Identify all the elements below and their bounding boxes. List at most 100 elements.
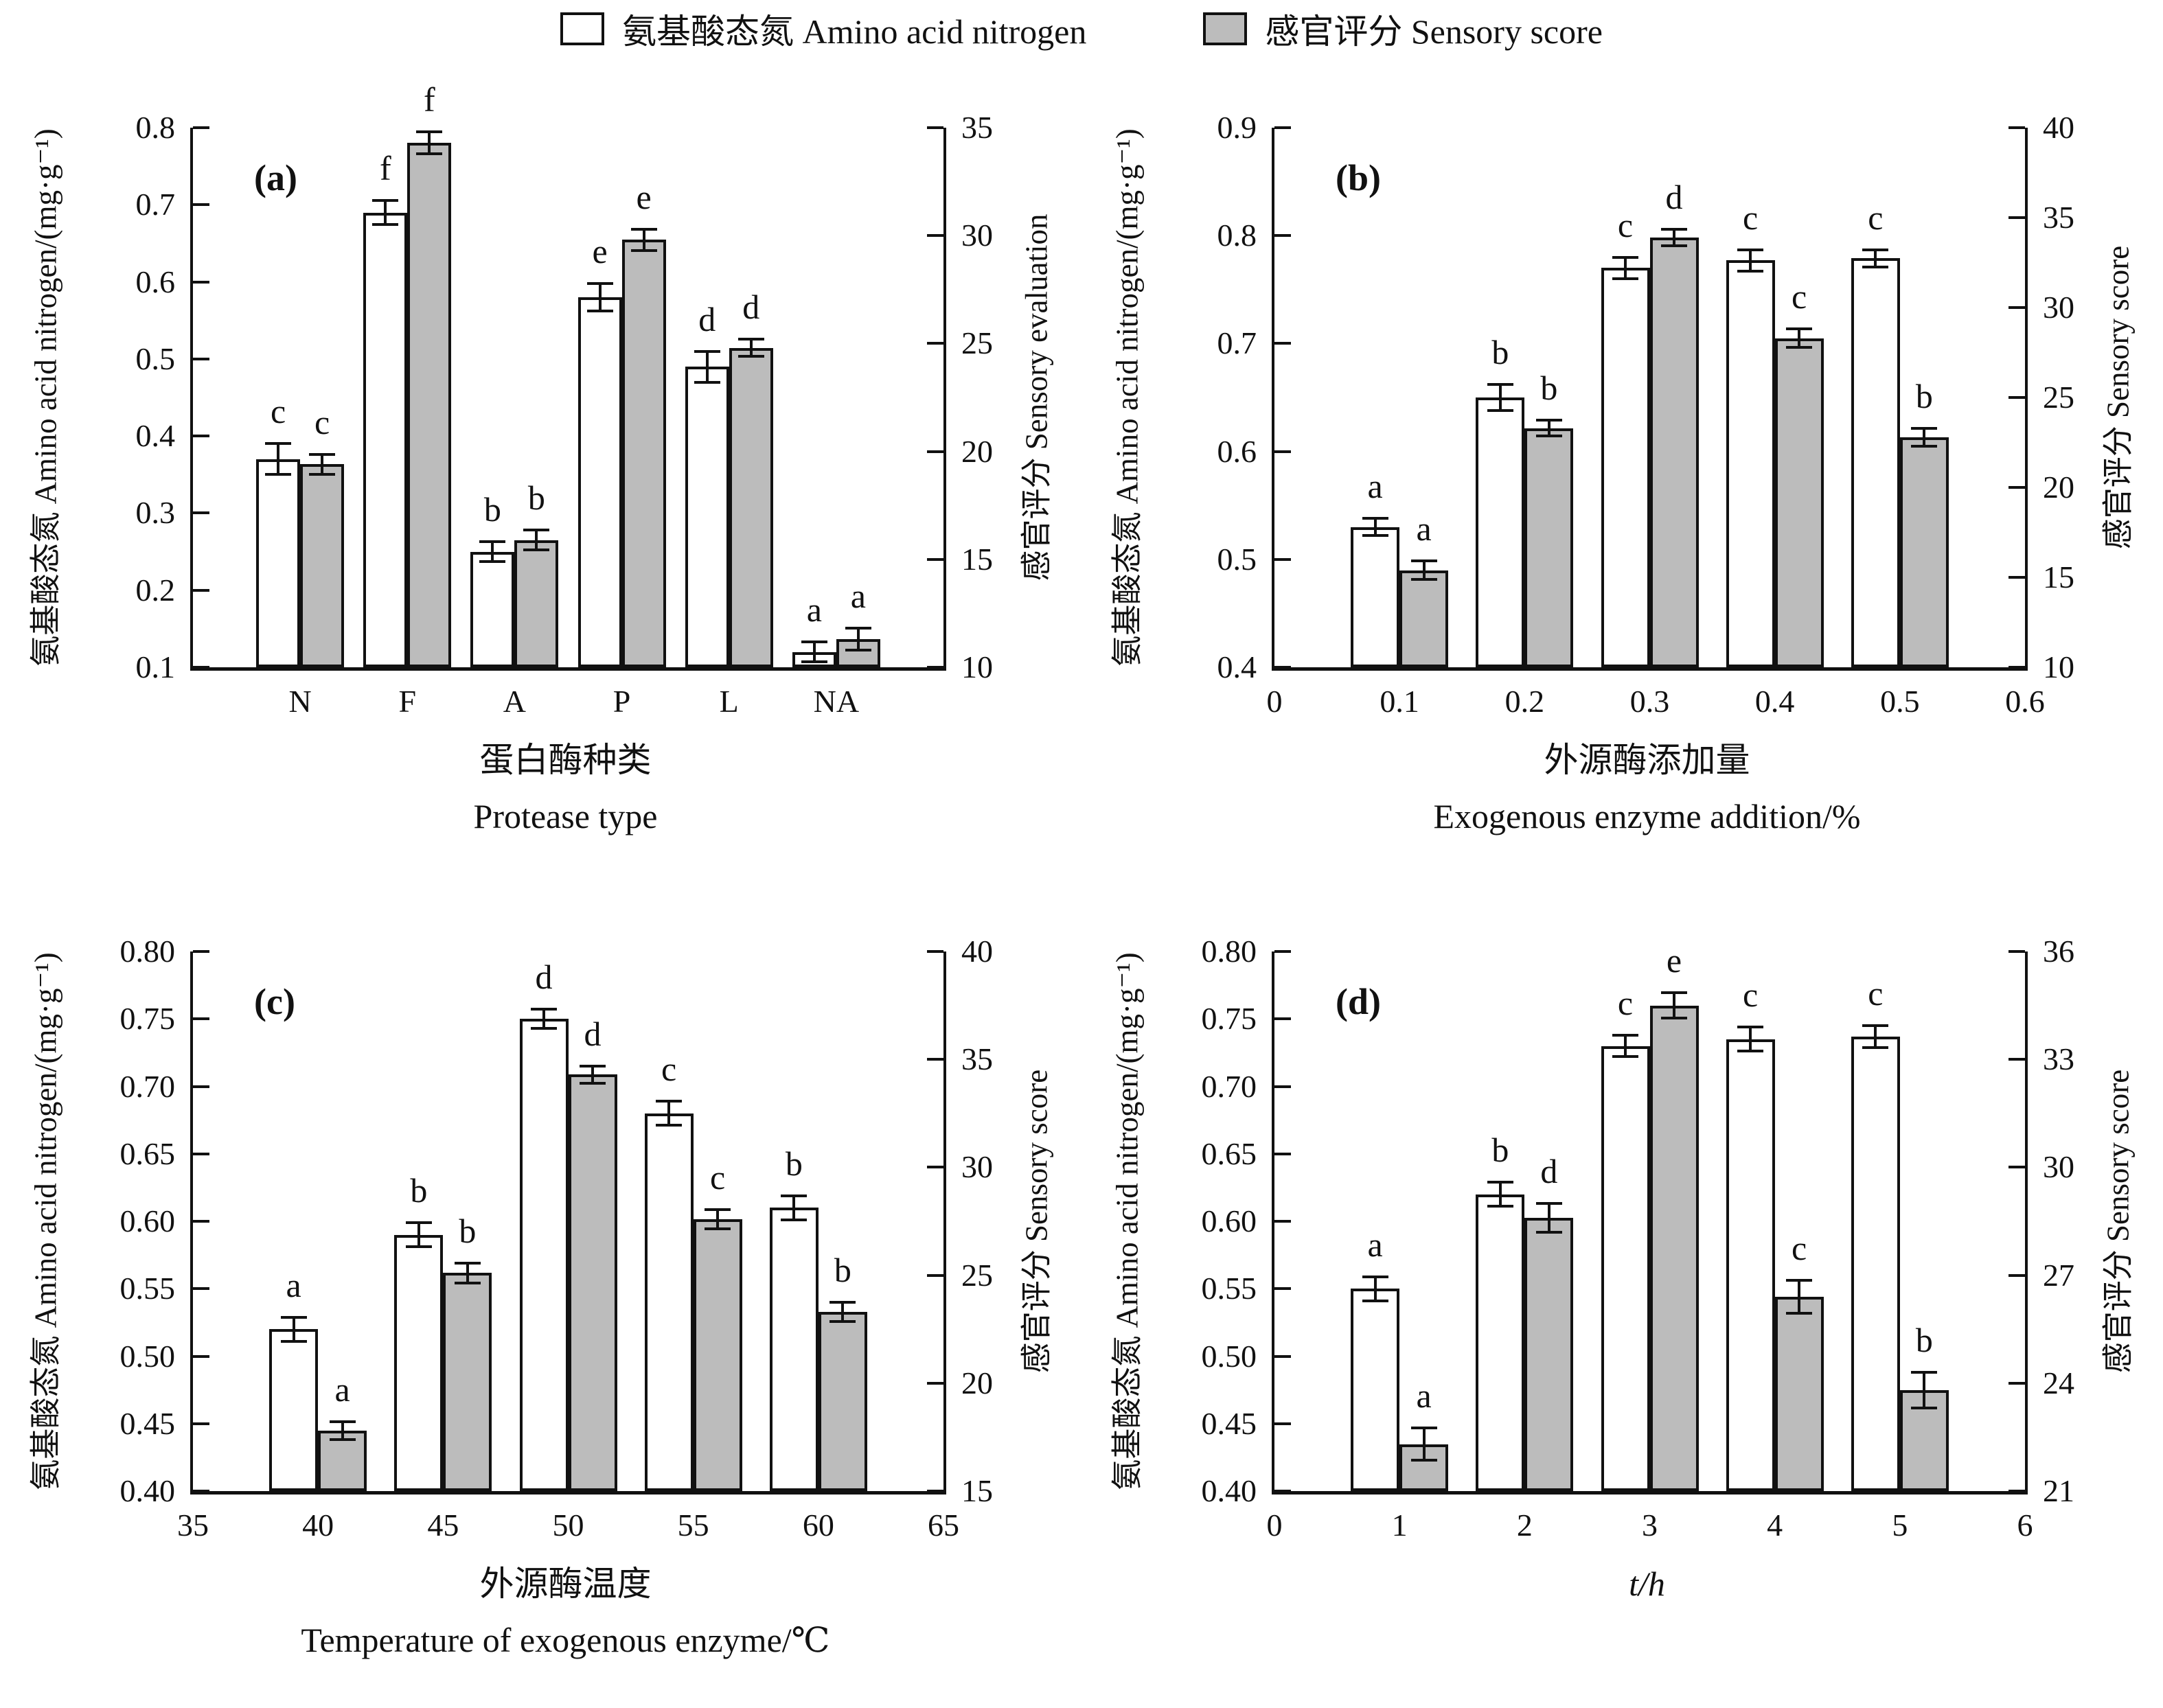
error-bar [428,132,431,154]
error-cap-bottom [1612,1055,1638,1059]
right-tick-mark [927,557,943,561]
error-bar [542,1009,545,1028]
gray-bar [818,1312,867,1491]
error-cap-bottom [372,223,399,227]
left-tick-label: 0.80 [1201,934,1257,969]
error-cap-top [580,1064,606,1068]
left-tick-label: 0.75 [1201,1001,1257,1037]
error-cap-top [586,281,613,285]
gray-bar [1399,570,1449,667]
left-tick-label: 0.3 [135,495,176,531]
error-cap-top [1737,248,1764,251]
white-bar [1476,1194,1525,1491]
x-tick-label: 0 [1266,1508,1283,1543]
error-bar [1923,1372,1926,1409]
x-tick-label: 0.6 [2005,684,2045,719]
error-bar [341,1422,344,1440]
error-cap-bottom [1410,1459,1437,1462]
right-tick-mark [927,342,943,345]
significance-letter: f [379,148,391,187]
error-cap-top [1410,1427,1437,1430]
right-tick-mark [927,1490,943,1492]
gray-bar [318,1430,367,1491]
right-tick-label: 35 [2043,200,2074,235]
significance-letter: b [1915,1321,1933,1360]
error-bar [716,1209,720,1229]
error-bar [1923,428,1926,446]
error-cap-bottom [1410,577,1437,581]
x-tick-label: 6 [2017,1508,2033,1543]
error-cap-bottom [1661,1016,1687,1019]
figure-page: { "figure": { "legend": { "items": [ {"l… [28,12,2136,1659]
significance-letter: c [1617,205,1634,244]
left-tick-label: 0.50 [119,1338,176,1374]
error-cap-top [1612,255,1638,259]
error-cap-bottom [694,380,720,384]
gray-bar [621,240,666,667]
significance-letter: b [1915,376,1933,415]
error-bar [1749,249,1752,272]
error-cap-bottom [1911,444,1938,448]
right-tick-label: 10 [2043,649,2074,684]
right-tick-label: 24 [2043,1365,2074,1400]
error-bar [1498,1182,1502,1207]
x-tick-label: 0.5 [1880,684,1920,719]
gray-bar [1524,1217,1574,1491]
significance-letter: c [710,1157,726,1197]
x-category-label: A [503,684,527,719]
right-axis-title: 感官评分 Sensory score [1019,1069,1054,1374]
error-cap-bottom [309,472,336,476]
left-tick-label: 0.9 [1217,110,1257,145]
gray-bar [1774,1297,1824,1491]
legend-swatch-gray [1203,12,1248,45]
significance-letter: c [661,1050,677,1089]
significance-letter: b [410,1170,428,1210]
significance-letter: e [636,177,652,216]
error-cap-bottom [801,660,827,664]
significance-letter: a [850,577,866,616]
significance-letter: b [1540,368,1558,407]
left-tick-label: 0.75 [119,1001,176,1037]
left-tick-label: 0.55 [1201,1271,1257,1306]
left-tick-mark [1274,950,1291,953]
white-bar [363,212,408,667]
error-bar [1874,249,1877,267]
left-tick-mark [193,1085,209,1088]
left-tick-mark [1274,1152,1291,1155]
right-tick-mark [927,666,943,669]
significance-letter: c [1792,277,1807,316]
left-tick-mark [193,1220,209,1223]
significance-letter: e [1666,941,1682,980]
error-bar [1498,384,1502,411]
significance-letter: b [1491,1131,1509,1169]
right-tick-label: 36 [2043,934,2074,969]
left-tick-mark [193,435,209,438]
left-tick-label: 0.60 [119,1203,176,1238]
white-bar [1601,268,1650,667]
gray-bar [1899,1390,1949,1491]
legend-label: 感官评分 Sensory score [1265,12,1603,51]
right-tick-label: 15 [961,1473,993,1508]
significance-letter: d [584,1014,602,1053]
error-cap-bottom [1535,1230,1562,1234]
x-axis-title-zh: 蛋白酶种类 [479,741,652,779]
error-cap-top [416,130,443,134]
error-cap-top [656,1100,683,1103]
error-cap-top [694,349,720,353]
right-tick-mark [2008,306,2025,309]
error-cap-top [1487,383,1513,386]
left-tick-label: 0.6 [1217,433,1257,469]
error-cap-top [280,1315,307,1319]
right-tick-mark [2008,576,2025,579]
significance-letter: a [334,1370,350,1409]
gray-bar [300,464,345,667]
error-bar [1673,993,1675,1018]
error-cap-top [1612,1033,1638,1037]
left-tick-mark [1274,557,1291,561]
left-tick-label: 0.45 [119,1405,176,1441]
error-cap-top [1862,248,1889,251]
error-cap-bottom [1487,1205,1513,1208]
error-cap-bottom [1487,408,1513,412]
error-cap-bottom [1786,345,1813,349]
error-cap-top [781,1194,808,1197]
